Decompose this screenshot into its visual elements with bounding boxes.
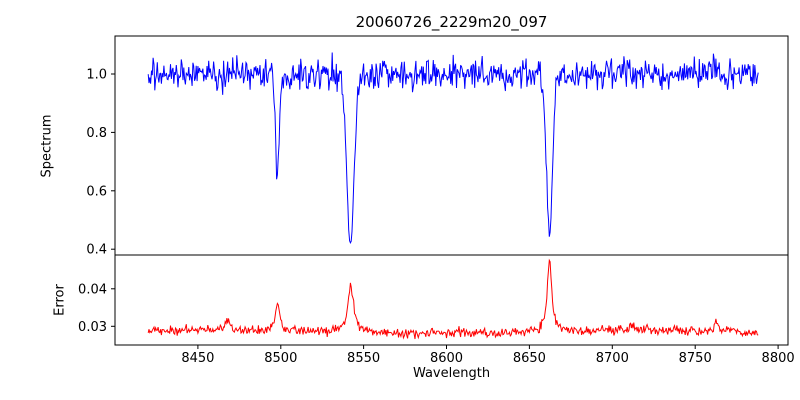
svg-text:8550: 8550 <box>347 351 380 366</box>
chart-title: 20060726_2229m20_097 <box>355 13 548 31</box>
svg-text:0.04: 0.04 <box>78 282 107 297</box>
x-axis-label: Wavelength <box>412 366 491 381</box>
svg-text:8750: 8750 <box>679 351 712 366</box>
svg-text:1.0: 1.0 <box>86 68 107 83</box>
svg-text:8800: 8800 <box>762 351 795 366</box>
svg-text:0.6: 0.6 <box>86 184 107 199</box>
svg-text:8700: 8700 <box>596 351 629 366</box>
svg-text:0.8: 0.8 <box>86 126 107 141</box>
svg-text:0.03: 0.03 <box>78 320 107 335</box>
svg-text:8650: 8650 <box>513 351 546 366</box>
svg-text:8450: 8450 <box>181 351 214 366</box>
svg-text:8500: 8500 <box>264 351 297 366</box>
svg-text:0.4: 0.4 <box>86 243 107 258</box>
svg-text:8600: 8600 <box>430 351 463 366</box>
